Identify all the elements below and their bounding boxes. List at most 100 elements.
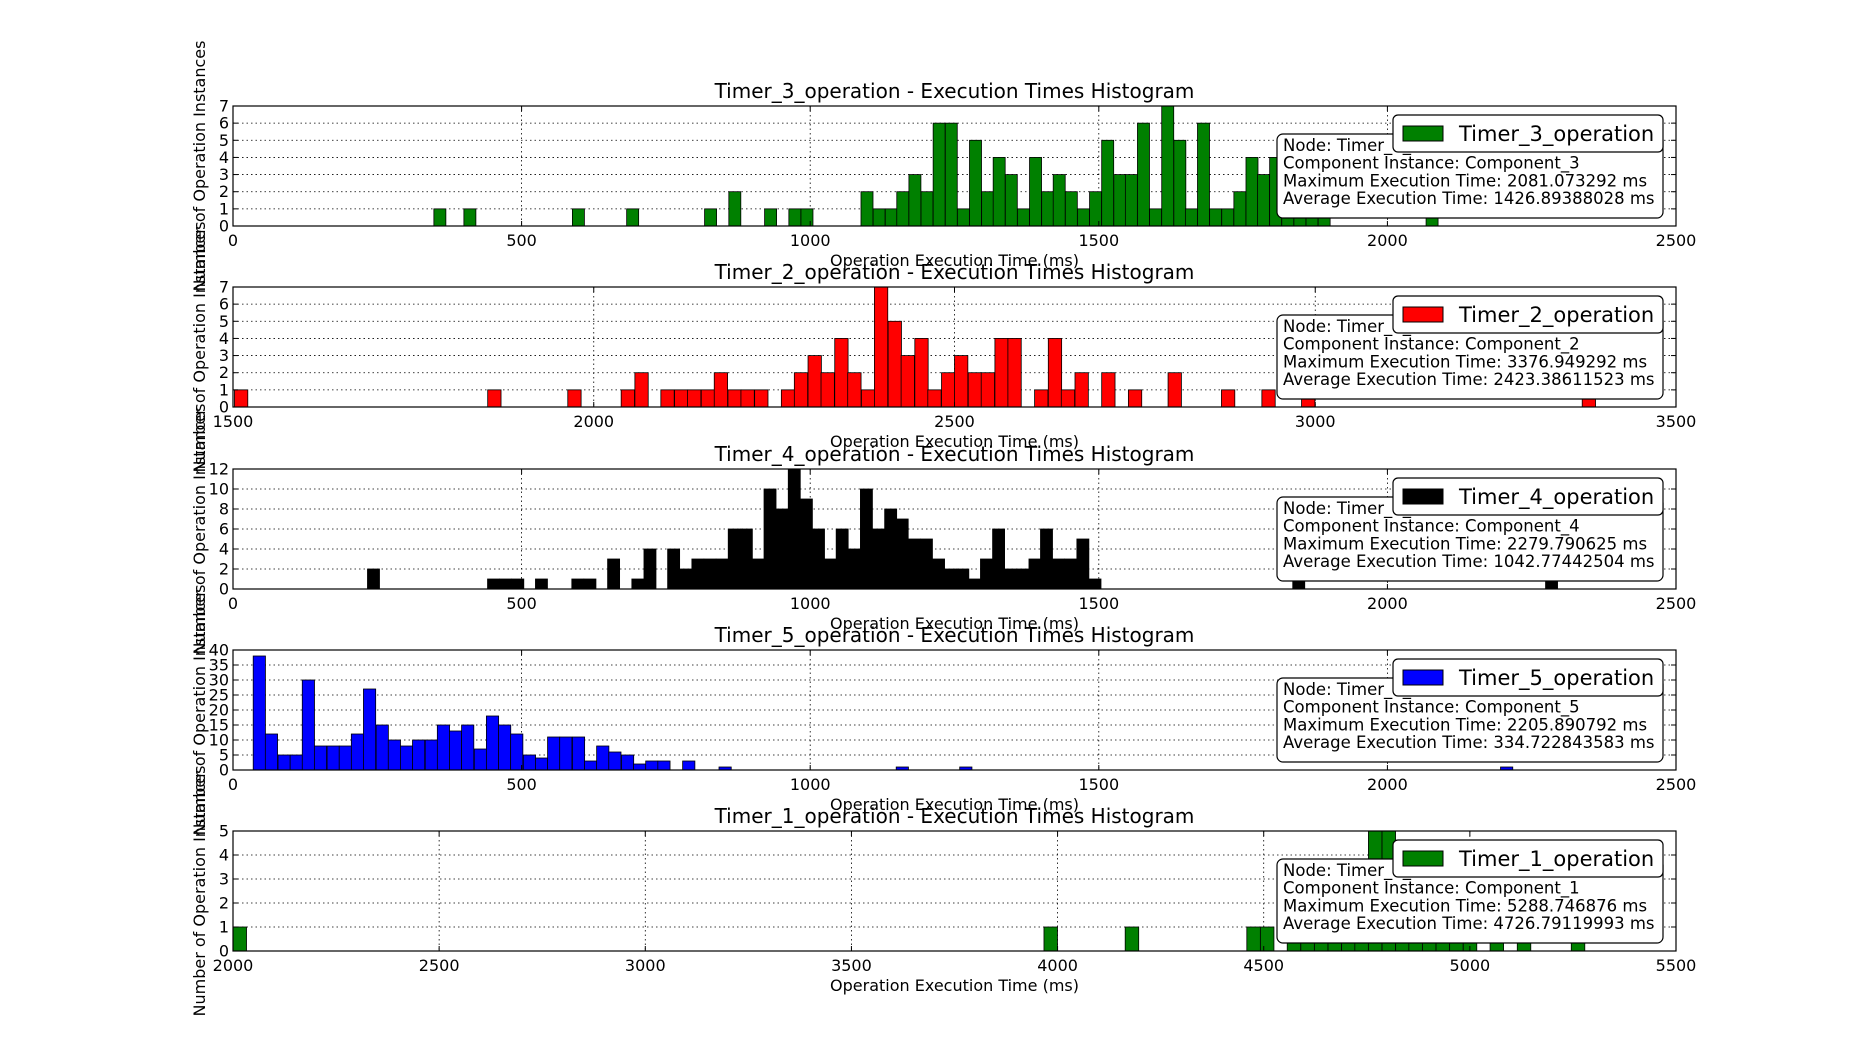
histogram-bar xyxy=(740,389,755,408)
histogram-bar xyxy=(1260,926,1275,952)
histogram-bar xyxy=(1245,157,1259,227)
y-tick-label: 10 xyxy=(209,480,229,499)
x-tick-label: 0 xyxy=(228,231,238,250)
histogram-bar xyxy=(1052,174,1066,227)
histogram-bar xyxy=(1124,926,1140,952)
histogram-bar xyxy=(350,733,364,771)
histogram-bar xyxy=(634,372,649,408)
info-line: Maximum Execution Time: 3376.949292 ms xyxy=(1283,352,1647,371)
x-axis-label: Operation Execution Time (ms) xyxy=(830,795,1079,814)
histogram-bar xyxy=(800,208,814,227)
x-axis-label: Operation Execution Time (ms) xyxy=(830,976,1079,995)
legend-frame xyxy=(1392,477,1664,516)
x-tick-label: 1500 xyxy=(1078,775,1119,794)
histogram-bar xyxy=(812,528,825,590)
y-tick-label: 35 xyxy=(209,656,229,675)
histogram-bar xyxy=(1034,389,1049,408)
y-tick-label: 1 xyxy=(219,918,229,937)
chart-panel-4: Timer_5_operation - Execution Times Hist… xyxy=(190,585,1696,836)
y-axis-label: Number of Operation Instances xyxy=(190,585,209,836)
histogram-bar xyxy=(887,320,902,408)
info-line: Maximum Execution Time: 2279.790625 ms xyxy=(1283,534,1647,553)
histogram-bar xyxy=(956,568,970,590)
histogram-bar xyxy=(252,655,266,771)
histogram-bar xyxy=(1127,389,1143,408)
histogram-bar xyxy=(326,745,340,771)
histogram-bar xyxy=(847,548,861,590)
y-tick-label: 4 xyxy=(219,846,229,865)
legend-swatch xyxy=(1402,669,1444,686)
x-tick-label: 5000 xyxy=(1449,956,1490,975)
x-tick-label: 1000 xyxy=(790,775,831,794)
histogram-bar xyxy=(700,389,716,408)
histogram-bar xyxy=(932,122,946,227)
histogram-bar xyxy=(1041,191,1055,227)
info-line: Average Execution Time: 4726.79119993 ms xyxy=(1283,914,1655,933)
histogram-bar xyxy=(559,736,573,771)
legend-label: Timer_3_operation xyxy=(1458,122,1654,147)
chart-panel-3: Timer_4_operation - Execution Times Hist… xyxy=(190,404,1696,655)
histogram-bar xyxy=(367,568,380,590)
legend-swatch xyxy=(1402,125,1444,142)
histogram-bar xyxy=(487,578,500,590)
histogram-bar xyxy=(944,568,958,590)
histogram-bar xyxy=(547,736,561,771)
histogram-bar xyxy=(1064,191,1078,227)
histogram-bar xyxy=(787,468,801,590)
y-tick-label: 5 xyxy=(219,822,229,841)
histogram-bar xyxy=(687,389,702,408)
info-line: Component Instance: Component_4 xyxy=(1283,517,1580,537)
x-tick-label: 0 xyxy=(228,594,238,613)
histogram-bar xyxy=(835,528,849,590)
x-tick-label: 2000 xyxy=(1367,594,1408,613)
legend: Timer_2_operation xyxy=(1392,295,1664,334)
histogram-bar xyxy=(1047,338,1063,408)
histogram-bar xyxy=(301,679,315,771)
histogram-bar xyxy=(820,372,835,408)
y-tick-label: 0 xyxy=(219,398,229,417)
y-tick-label: 4 xyxy=(219,540,229,559)
histogram-bar xyxy=(1233,191,1247,227)
histogram-bar xyxy=(412,739,426,771)
histogram-bar xyxy=(908,174,922,227)
histogram-bar xyxy=(1167,372,1182,408)
y-tick-label: 7 xyxy=(219,278,229,297)
histogram-bar xyxy=(1016,568,1030,590)
histogram-bar xyxy=(1221,389,1236,408)
x-tick-label: 3500 xyxy=(1656,412,1697,431)
x-tick-label: 4500 xyxy=(1243,956,1284,975)
chart-title: Timer_3_operation - Execution Times Hist… xyxy=(714,79,1195,103)
x-tick-label: 1500 xyxy=(1078,594,1119,613)
histogram-bar xyxy=(1004,568,1018,590)
histogram-bar xyxy=(967,578,981,590)
histogram-bar xyxy=(1076,538,1090,590)
x-tick-label: 500 xyxy=(506,231,537,250)
info-line: Component Instance: Component_3 xyxy=(1283,154,1580,174)
info-line: Maximum Execution Time: 5288.746876 ms xyxy=(1283,896,1647,915)
histogram-bar xyxy=(620,389,635,408)
histogram-bar xyxy=(703,558,717,590)
x-tick-label: 2500 xyxy=(1656,231,1697,250)
histogram-bar xyxy=(896,191,910,227)
histogram-bar xyxy=(674,389,689,408)
histogram-bar xyxy=(1101,139,1115,227)
histogram-bar xyxy=(1004,174,1018,227)
y-tick-label: 4 xyxy=(219,329,229,348)
y-tick-label: 40 xyxy=(209,641,229,660)
x-tick-label: 2000 xyxy=(1367,231,1408,250)
legend-label: Timer_4_operation xyxy=(1458,485,1654,510)
histogram-bar xyxy=(657,760,671,771)
x-tick-label: 500 xyxy=(506,594,537,613)
y-tick-label: 12 xyxy=(209,460,229,479)
histogram-bar xyxy=(660,389,675,408)
histogram-bar xyxy=(754,389,769,408)
histogram-bar xyxy=(860,488,873,590)
histogram-bar xyxy=(872,208,886,227)
chart-panel-1: Timer_3_operation - Execution Times Hist… xyxy=(190,41,1696,292)
histogram-bar xyxy=(679,568,693,590)
y-tick-label: 3 xyxy=(219,346,229,365)
histogram-bar xyxy=(387,739,401,771)
info-line: Component Instance: Component_2 xyxy=(1283,335,1580,355)
histogram-bar xyxy=(927,389,942,408)
histogram-bar xyxy=(788,208,802,227)
